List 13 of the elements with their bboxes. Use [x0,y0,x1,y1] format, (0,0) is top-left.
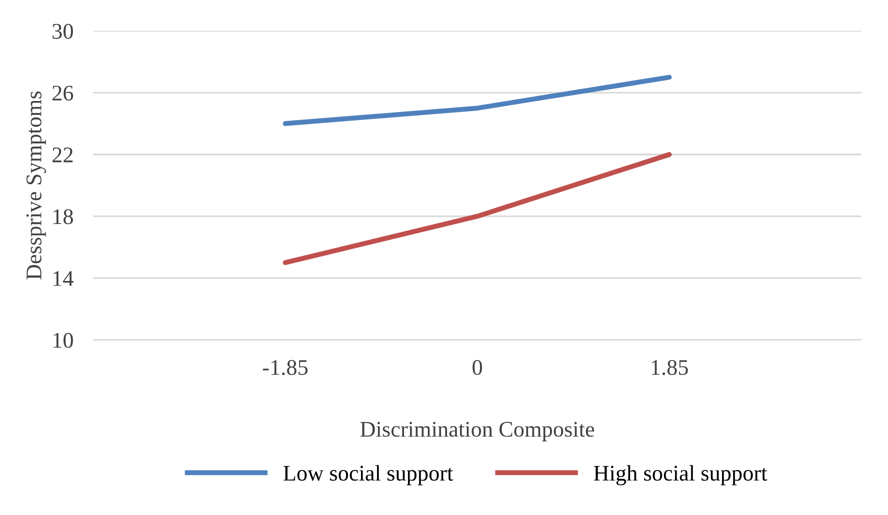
y-tick-label: 18 [54,209,73,224]
y-tick-label: 26 [52,86,74,101]
x-axis-title: Discrimination Composite [360,422,594,442]
y-tick-label: 10 [54,332,73,348]
y-tick-label: 22 [52,147,73,162]
y-tick-label: 14 [54,271,74,286]
x-tick-label: -1.85 [262,360,308,376]
legend-label: High social support [594,465,768,486]
x-tick-label: 1.85 [652,360,688,376]
x-tick-label: 0 [472,360,482,375]
y-axis-title: Dessprive Symptoms [26,91,46,280]
y-tick-label: 30 [52,24,73,39]
legend-label: Low social support [284,465,454,486]
